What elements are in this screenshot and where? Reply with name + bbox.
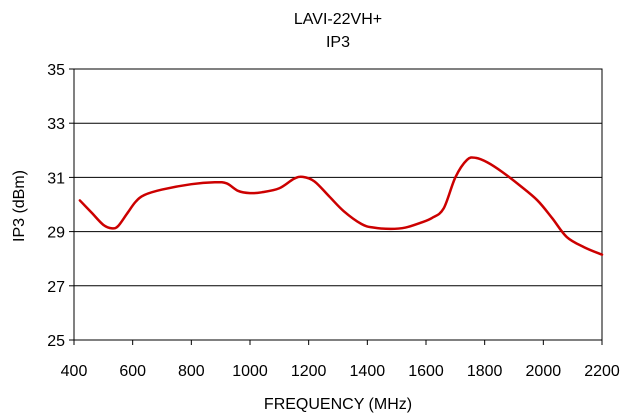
x-axis-label: FREQUENCY (MHz)	[264, 396, 412, 413]
series-layer	[78, 156, 604, 256]
x-tick-label-2000: 2000	[526, 363, 562, 380]
y-tick-label-25: 25	[47, 333, 65, 350]
y-tick-label-31: 31	[47, 170, 65, 187]
x-tick-label-1400: 1400	[350, 363, 386, 380]
series-line-0	[78, 156, 604, 256]
x-tick-label-1600: 1600	[408, 363, 444, 380]
y-axis-ticks: 25 27 29 31 33 35	[47, 62, 74, 350]
x-tick-label-400: 400	[61, 363, 88, 380]
x-tick-label-1000: 1000	[232, 363, 268, 380]
x-axis-ticks: 400 600 800 1000 1200 1400 1600 1800 2000 2200	[61, 340, 620, 380]
y-tick-label-33: 33	[47, 116, 65, 133]
chart-subtitle: IP3	[326, 34, 350, 51]
x-tick-label-1200: 1200	[291, 363, 327, 380]
x-tick-label-600: 600	[119, 363, 146, 380]
y-tick-label-27: 27	[47, 279, 65, 296]
y-tick-label-29: 29	[47, 225, 65, 242]
y-axis-label: IP3 (dBm)	[11, 170, 28, 242]
chart-title: LAVI-22VH+	[294, 11, 382, 28]
x-tick-label-2200: 2200	[584, 363, 620, 380]
plot-area-frame	[73, 68, 603, 341]
x-tick-label-800: 800	[178, 363, 205, 380]
y-tick-label-35: 35	[47, 62, 65, 79]
gridlines	[74, 122, 602, 287]
x-tick-label-1800: 1800	[467, 363, 503, 380]
